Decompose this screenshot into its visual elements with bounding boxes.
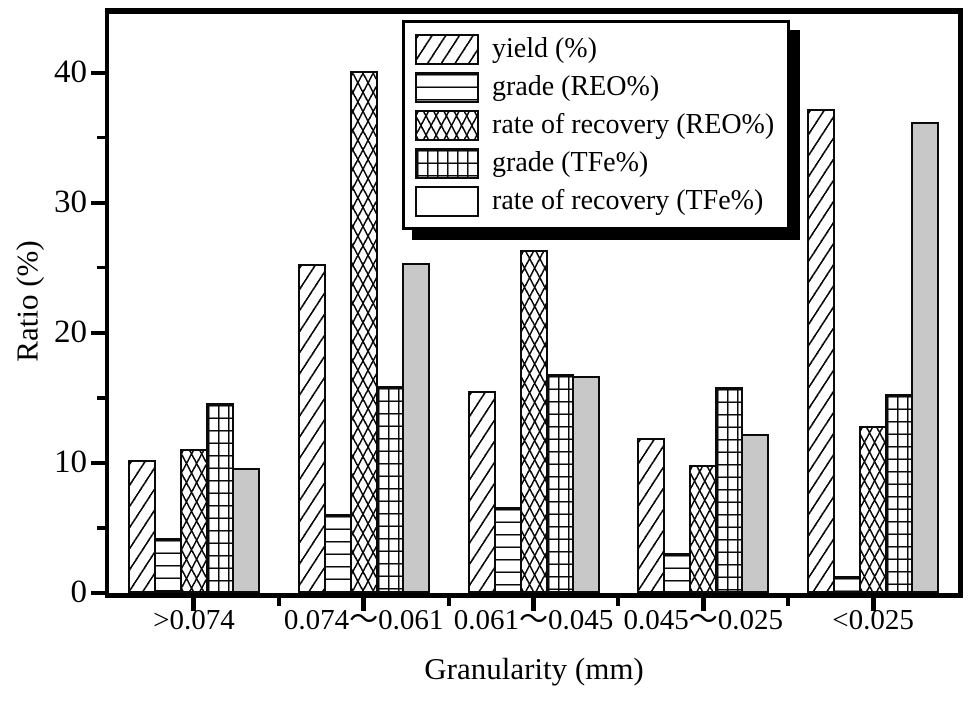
- bar-solid-group-3: [571, 375, 600, 593]
- bar-cross-group-4: [689, 465, 718, 593]
- legend-swatch-solid-icon: [415, 185, 479, 217]
- bar-solid-group-4: [741, 434, 770, 593]
- legend-label: rate of recovery (REO%): [492, 109, 775, 140]
- bar-solid-group-5: [911, 121, 940, 593]
- x-major-tick: [361, 598, 367, 611]
- bar-diag-group-1: [127, 460, 156, 593]
- x-minor-tick: [446, 598, 451, 606]
- legend-label: grade (REO%): [492, 71, 660, 102]
- legend-swatch-grid-icon: [415, 147, 479, 179]
- y-minor-tick: [97, 526, 105, 530]
- bar-horiz-group-1: [153, 538, 182, 593]
- y-axis-title: Ratio (%): [9, 240, 45, 362]
- bar-grid-group-2: [375, 386, 404, 593]
- x-tick-label: <0.025: [832, 604, 914, 636]
- bar-cross-group-3: [519, 249, 548, 593]
- x-tick-label: 0.061～0.045: [453, 604, 614, 636]
- legend-label: grade (TFe%): [492, 147, 649, 178]
- x-minor-tick: [786, 598, 791, 606]
- x-axis-title: Granularity (mm): [424, 651, 644, 686]
- y-major-tick: [91, 70, 105, 75]
- legend-label: yield (%): [492, 33, 597, 64]
- y-minor-tick: [97, 135, 105, 140]
- x-minor-tick: [616, 598, 621, 606]
- legend: yield (%) grade (REO%) rate of recovery (R…: [402, 20, 790, 230]
- x-tick-label: 0.074～0.061: [283, 604, 444, 636]
- x-major-tick: [191, 598, 197, 611]
- bar-diag-group-3: [467, 391, 496, 593]
- bar-grid-group-1: [205, 403, 234, 593]
- bar-solid-group-1: [231, 468, 260, 593]
- x-major-tick: [700, 598, 706, 611]
- legend-swatch-cross-icon: [415, 109, 479, 141]
- legend-row: grade (REO%): [415, 68, 777, 106]
- y-tick-label: 0: [70, 573, 88, 610]
- legend-row: yield (%): [415, 30, 777, 68]
- y-tick-label: 40: [54, 53, 87, 90]
- x-tick-label: >0.074: [153, 604, 235, 636]
- bar-diag-group-5: [807, 108, 836, 593]
- bar-horiz-group-5: [833, 576, 862, 593]
- bar-diag-group-4: [637, 438, 666, 593]
- bar-cross-group-5: [859, 426, 888, 593]
- x-tick-label: 0.045～0.025: [623, 604, 784, 636]
- y-minor-tick: [97, 396, 105, 400]
- y-major-tick: [91, 200, 105, 205]
- bar-cross-group-1: [179, 448, 208, 593]
- x-major-tick: [531, 598, 536, 611]
- y-tick-label: 10: [54, 443, 87, 480]
- bar-diag-group-2: [297, 263, 326, 593]
- bar-grid-group-3: [545, 374, 574, 593]
- x-major-tick: [870, 598, 876, 611]
- y-major-tick: [91, 591, 105, 595]
- legend-row: rate of recovery (REO%): [415, 106, 777, 144]
- legend-label: rate of recovery (TFe%): [492, 185, 764, 216]
- bar-horiz-group-3: [493, 507, 522, 593]
- legend-swatch-horiz-icon: [415, 71, 479, 103]
- legend-row: rate of recovery (TFe%): [415, 182, 777, 220]
- legend-row: grade (TFe%): [415, 144, 777, 182]
- bar-cross-group-2: [349, 71, 378, 593]
- x-minor-tick: [276, 598, 281, 606]
- bar-horiz-group-2: [323, 513, 352, 593]
- y-major-tick: [91, 460, 105, 465]
- bar-horiz-group-4: [663, 552, 692, 593]
- bar-grid-group-5: [885, 393, 914, 593]
- y-tick-label: 20: [54, 313, 87, 350]
- y-major-tick: [91, 330, 105, 335]
- bar-grid-group-4: [715, 387, 744, 593]
- bar-solid-group-2: [401, 262, 430, 593]
- legend-swatch-diag-icon: [415, 33, 479, 65]
- y-minor-tick: [97, 266, 105, 270]
- y-tick-label: 30: [54, 183, 87, 220]
